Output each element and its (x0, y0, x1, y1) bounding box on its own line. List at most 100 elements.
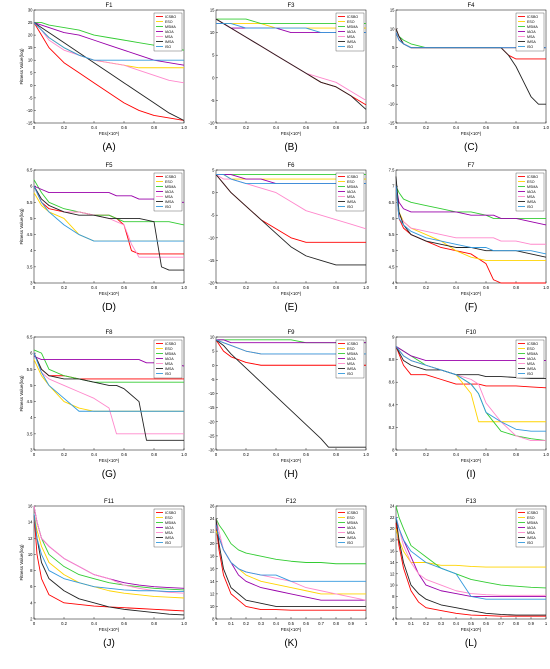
x-tick-label: 0 (215, 452, 218, 457)
chart-panel: F6 0 0.2 0.4 0.6 0.8 1.0 -20 -15 -10 -5 0 5 FEs(×10⁵)… (208, 163, 369, 296)
y-tick-label: 24 (210, 516, 215, 521)
y-tick-label: 10 (390, 583, 395, 588)
x-tick-label: 0.3 (438, 621, 444, 626)
legend-label: ICSBO (347, 342, 358, 346)
x-tick-label: 0.8 (333, 621, 339, 626)
series-line-imsa (33, 185, 184, 271)
y-tick-label: 16 (390, 549, 395, 554)
legend-label: ICSBO (347, 175, 358, 179)
x-tick-label: 0.1 (408, 621, 414, 626)
series-line-eso (395, 528, 546, 568)
legend-label: IAOA (165, 526, 174, 530)
series-line-iso (395, 346, 546, 432)
legend-label: ISO (347, 45, 353, 49)
y-tick-label: 6 (392, 216, 395, 221)
series-line-icsbo (215, 524, 366, 611)
y-tick-label: 8.6 (389, 380, 395, 385)
y-tick-label: 0 (392, 64, 395, 69)
legend-box (515, 12, 545, 52)
legend-box (335, 12, 365, 52)
legend-label: ICSBO (527, 342, 538, 346)
legend-label: ISO (527, 205, 533, 209)
legend-label: MSMA (347, 352, 358, 356)
y-tick-label: 16 (210, 566, 215, 571)
x-tick-label: 1.0 (363, 452, 369, 457)
legend-label: IMSA (165, 536, 174, 540)
x-tick-label: 1.0 (543, 285, 549, 290)
chart-title: F11 (104, 499, 115, 505)
legend-label: MSMA (347, 521, 358, 525)
legend-label: ESO (527, 516, 535, 520)
legend-label: ISO (165, 372, 171, 376)
y-tick-label: 4.5 (389, 264, 395, 269)
y-tick-label: 5.5 (389, 232, 395, 237)
legend-label: ICSBO (165, 175, 176, 179)
legend-box (335, 339, 365, 379)
y-tick-label: 8.2 (389, 425, 395, 430)
x-tick-label: 0.6 (483, 125, 489, 130)
x-tick-label: 0.4 (91, 285, 97, 290)
legend-label: MSA (527, 35, 535, 39)
legend-label: ISO (527, 45, 533, 49)
chart-panel: F9 0 0.2 0.4 0.6 0.8 1.0 -30 -25 -20 -15 -10 -5 0 5 10 F… (208, 330, 369, 463)
y-tick-label: 6 (30, 351, 33, 356)
legend-label: ISO (347, 205, 353, 209)
x-tick-label: 0.8 (151, 285, 157, 290)
series-line-imsa (33, 514, 185, 616)
legend-label: MSA (527, 362, 535, 366)
chart-panel: F1 0 0.2 0.4 0.6 0.8 1.0 -15 -10 -5 0 5 10 15 20 25 30 FE… (19, 3, 188, 136)
series-line-msa (395, 186, 546, 245)
series-line-iaoa (395, 517, 546, 597)
x-tick-label: 0.4 (453, 285, 459, 290)
x-tick-label: 0 (33, 125, 36, 130)
legend-label: MSMA (165, 25, 176, 29)
y-tick-label: -5 (29, 95, 33, 100)
chart-title: F1 (105, 3, 113, 9)
y-tick-label: 6 (392, 605, 395, 610)
y-tick-label: 7 (392, 184, 395, 189)
legend-box (335, 172, 365, 212)
legend-box (515, 339, 545, 379)
x-tick-label: 0 (395, 452, 398, 457)
x-tick-label: 0.6 (303, 621, 309, 626)
y-tick-label: 5 (30, 216, 33, 221)
panel-letter: (G) (101, 469, 117, 480)
legend-label: MSA (165, 195, 173, 199)
legend-label: IAOA (527, 30, 536, 34)
y-tick-label: 5 (212, 349, 215, 354)
chart-title: F7 (467, 163, 475, 169)
legend-label: MSA (165, 531, 173, 535)
x-tick-label: 1.0 (543, 125, 549, 130)
y-tick-label: 4 (392, 617, 395, 622)
x-tick-label: 1.0 (543, 452, 549, 457)
y-tick-label: -15 (388, 121, 395, 126)
series-line-iaoa (33, 355, 185, 367)
x-tick-label: 0.2 (61, 125, 67, 130)
legend-box (515, 172, 545, 212)
legend-label: ISO (347, 541, 353, 545)
y-tick-label: 15 (28, 45, 33, 50)
y-tick-label: 2 (30, 617, 33, 622)
y-tick-label: 12 (28, 536, 33, 541)
x-tick-label: 0.4 (273, 621, 279, 626)
legend-label: IMSA (347, 367, 356, 371)
x-tick-label: 0.4 (273, 452, 279, 457)
y-tick-label: 6.5 (27, 335, 33, 340)
x-tick-label: 0 (395, 621, 398, 626)
panel-letter: (E) (284, 302, 298, 313)
y-tick-label: 22 (390, 515, 395, 520)
y-tick-label: -10 (208, 121, 215, 126)
y-tick-label: 9 (392, 335, 395, 340)
x-tick-label: 0 (215, 621, 218, 626)
legend-label: ICSBO (527, 511, 538, 515)
series-line-icsbo (33, 514, 185, 612)
x-tick-label: 0.4 (453, 452, 459, 457)
legend-label: MSMA (165, 185, 176, 189)
y-axis-label: Fitness Value(log) (19, 544, 24, 580)
legend-label: ISO (347, 372, 353, 376)
x-tick-label: 0.2 (423, 621, 429, 626)
y-axis-label: Fitness Value(log) (19, 48, 24, 84)
series-line-icsbo (33, 352, 184, 380)
y-tick-label: 8 (392, 448, 395, 453)
